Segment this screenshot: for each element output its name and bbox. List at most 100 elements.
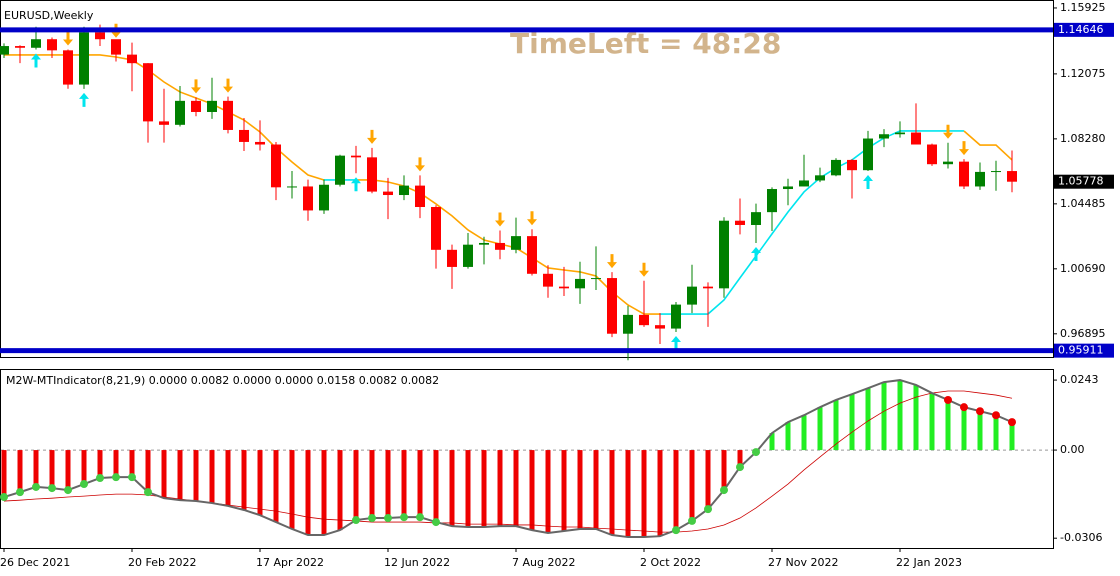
histogram-bar — [865, 388, 871, 451]
dot — [1008, 418, 1016, 427]
candle-body — [847, 159, 857, 171]
dot — [992, 411, 1000, 420]
dot — [96, 474, 104, 483]
y-tick-label: 1.00690 — [1060, 262, 1106, 275]
candle-body — [319, 184, 329, 211]
dot — [32, 482, 40, 491]
histogram-bar — [833, 399, 839, 451]
dot — [144, 488, 152, 497]
histogram-bar — [785, 422, 791, 451]
histogram-bar — [97, 450, 103, 479]
histogram-bar — [417, 450, 423, 518]
y-tick-label: 0.0243 — [1060, 373, 1099, 386]
trail-line — [963, 130, 1013, 161]
histogram-bar — [241, 450, 247, 510]
histogram-bar — [193, 450, 199, 502]
sell-arrow — [63, 31, 73, 46]
dot — [400, 513, 408, 522]
histogram-bar — [129, 450, 135, 478]
candle-body — [639, 314, 649, 326]
histogram-bar — [273, 450, 279, 523]
candle-body — [127, 54, 137, 64]
histogram-bar — [657, 450, 663, 537]
dot — [672, 526, 680, 535]
candle-body — [111, 39, 121, 55]
histogram-bar — [385, 450, 391, 519]
candle-body — [991, 171, 1001, 173]
histogram-bar — [145, 450, 151, 493]
histogram-bar — [481, 450, 487, 527]
histogram-bar — [913, 384, 919, 451]
histogram-bar — [849, 394, 855, 451]
buy-arrow — [863, 175, 873, 190]
dot — [944, 395, 952, 404]
histogram-bar — [433, 450, 439, 523]
dot — [64, 486, 72, 495]
candle-body — [367, 157, 377, 192]
candle-body — [255, 141, 265, 145]
buy-arrow — [751, 246, 761, 261]
histogram-bar — [993, 415, 999, 451]
x-tick-label: 2 Oct 2022 — [640, 556, 701, 569]
dot — [16, 488, 24, 497]
x-tick-label: 17 Apr 2022 — [256, 556, 324, 569]
histogram-bar — [929, 393, 935, 451]
dot — [720, 486, 728, 495]
level-label: 0.95911 — [1058, 344, 1104, 357]
candle-body — [687, 286, 697, 305]
histogram-bar — [737, 450, 743, 468]
dot — [416, 513, 424, 522]
histogram-bar — [721, 450, 727, 491]
sell-arrow — [367, 129, 377, 144]
candle-body — [223, 100, 233, 130]
histogram-bar — [49, 450, 55, 489]
histogram-bar — [257, 450, 263, 516]
candle-body — [863, 138, 873, 171]
buy-arrow — [351, 177, 361, 192]
sell-arrow — [959, 141, 969, 156]
candle-body — [911, 132, 921, 145]
histogram-bar — [65, 450, 71, 491]
x-tick-label: 12 Jun 2022 — [384, 556, 450, 569]
candle-body — [559, 286, 569, 289]
y-tick-label: 1.15925 — [1060, 1, 1106, 14]
candle-body — [31, 39, 41, 48]
dot — [384, 514, 392, 523]
candle-body — [495, 242, 505, 250]
sell-arrow — [223, 78, 233, 93]
sell-arrow — [639, 262, 649, 277]
candle-body — [975, 171, 985, 187]
histogram-bar — [81, 450, 87, 485]
y-tick-label: 1.04485 — [1060, 197, 1106, 210]
histogram-bar — [961, 407, 967, 451]
candle-body — [703, 286, 713, 289]
trail-line — [4, 54, 325, 181]
x-tick-label: 26 Dec 2021 — [0, 556, 70, 569]
histogram-bar — [321, 450, 327, 536]
histogram-bar — [641, 450, 647, 538]
candle-body — [0, 46, 9, 55]
candle-body — [511, 236, 521, 250]
candle-body — [63, 50, 73, 85]
candle-body — [1007, 171, 1017, 182]
candle-body — [927, 144, 937, 165]
histogram-bar — [353, 450, 359, 521]
candle-body — [479, 242, 489, 245]
histogram-bar — [625, 450, 631, 538]
candle-body — [383, 191, 393, 196]
dot — [48, 484, 56, 493]
candle-body — [719, 220, 729, 289]
candle-body — [399, 185, 409, 196]
histogram-bar — [593, 450, 599, 529]
indicator-pane — [0, 369, 1054, 549]
histogram-bar — [449, 450, 455, 527]
candle-body — [543, 273, 553, 287]
sell-arrow — [943, 124, 953, 139]
histogram-bar — [1009, 422, 1015, 451]
candle-body — [895, 132, 905, 135]
histogram-bar — [465, 450, 471, 527]
y-tick-label: 1.08280 — [1060, 132, 1106, 145]
histogram-bar — [705, 450, 711, 510]
histogram-bar — [545, 450, 551, 534]
histogram-bar — [305, 450, 311, 536]
